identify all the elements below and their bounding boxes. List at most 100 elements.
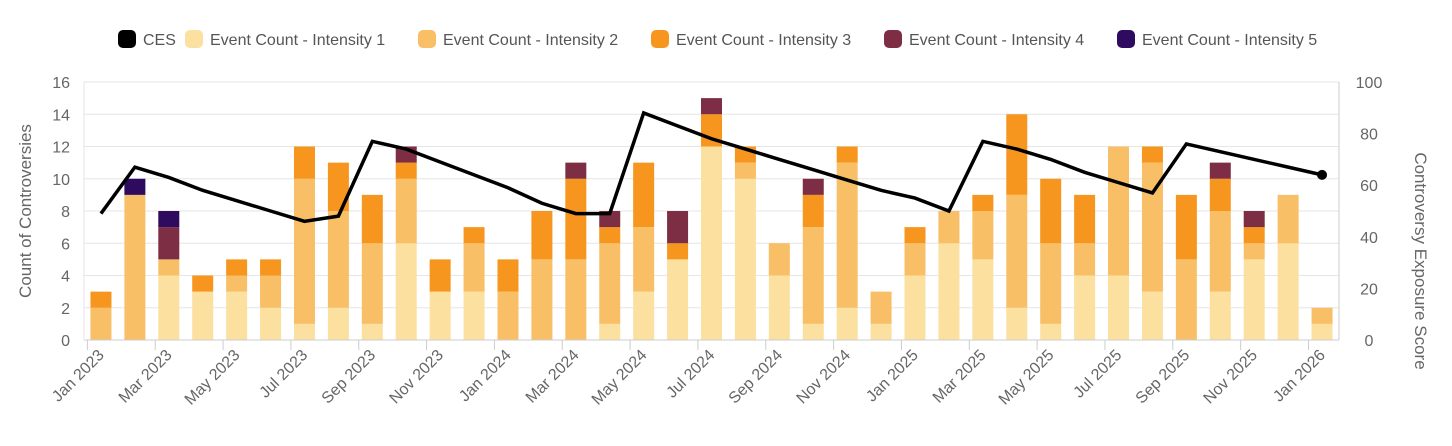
x-tick-label: Nov 2023 xyxy=(387,347,448,408)
bar-segment-intensity-4 xyxy=(802,178,824,195)
legend-label[interactable]: Event Count - Intensity 4 xyxy=(909,32,1084,49)
ces-line xyxy=(99,110,1328,224)
bar-segment-intensity-2 xyxy=(802,227,824,324)
bar-segment-intensity-4 xyxy=(1209,162,1231,179)
bar-segment-intensity-3 xyxy=(327,162,349,211)
x-tick-label: May 2024 xyxy=(589,347,651,409)
ces-line-path xyxy=(99,110,1323,224)
bar-segment-intensity-2 xyxy=(972,211,994,260)
bar-segment-intensity-1 xyxy=(1277,243,1299,340)
bar-segment-intensity-3 xyxy=(293,146,315,179)
bar-segment-intensity-1 xyxy=(1108,275,1130,340)
legend-swatch xyxy=(651,30,669,48)
x-tick-label: Jul 2025 xyxy=(1071,347,1126,402)
bar-segment-intensity-1 xyxy=(1074,275,1096,340)
bar-segment-intensity-1 xyxy=(1040,323,1062,340)
bar-segment-intensity-1 xyxy=(192,291,214,340)
legend-label[interactable]: Event Count - Intensity 1 xyxy=(210,32,385,49)
x-tick-label: Jan 2026 xyxy=(1270,347,1329,406)
bar-segment-intensity-3 xyxy=(565,178,587,260)
bar-segment-intensity-2 xyxy=(599,243,621,324)
bar-segment-intensity-3 xyxy=(531,211,553,260)
bar-segment-intensity-1 xyxy=(1141,291,1163,340)
y-axis-title: Count of Controversies xyxy=(16,124,35,298)
bar-segment-intensity-2 xyxy=(1006,194,1028,308)
bar-segment-intensity-1 xyxy=(429,291,451,340)
bar-segment-intensity-3 xyxy=(667,243,689,260)
bar-segment-intensity-3 xyxy=(633,162,655,228)
bar-segment-intensity-2 xyxy=(633,227,655,292)
legend-swatch xyxy=(118,30,136,48)
bar-segment-intensity-3 xyxy=(192,275,214,292)
bar-segment-intensity-3 xyxy=(836,146,858,163)
legend-label[interactable]: CES xyxy=(143,32,176,49)
x-tick-label: Jul 2023 xyxy=(257,347,312,402)
bar-segment-intensity-3 xyxy=(599,227,621,244)
bar-segment-intensity-3 xyxy=(1141,146,1163,163)
bar-segment-intensity-1 xyxy=(1006,307,1028,340)
y2-tick-label: 80 xyxy=(1360,127,1378,144)
x-tick-label: Mar 2024 xyxy=(523,347,583,407)
bar-segment-intensity-3 xyxy=(361,194,383,244)
bar-segment-intensity-2 xyxy=(1074,243,1096,276)
legend-label[interactable]: Event Count - Intensity 5 xyxy=(1142,32,1317,49)
bar-segment-intensity-2 xyxy=(327,211,349,308)
bar-segment-intensity-1 xyxy=(226,291,248,340)
ces-last-point xyxy=(1317,169,1328,180)
bar-segment-intensity-2 xyxy=(497,291,519,340)
y-tick-label: 12 xyxy=(52,140,70,157)
bar-segment-intensity-4 xyxy=(565,162,587,179)
bar-segment-intensity-2 xyxy=(1277,194,1299,244)
bar-segment-intensity-2 xyxy=(836,162,858,308)
y2-tick-label: 60 xyxy=(1360,178,1378,195)
bar-segment-intensity-1 xyxy=(327,307,349,340)
bar-segment-intensity-2 xyxy=(124,194,146,340)
x-tick-label: Jan 2023 xyxy=(49,347,108,406)
bar-segment-intensity-3 xyxy=(1074,194,1096,244)
bar-segment-intensity-1 xyxy=(1243,259,1265,340)
bar-segment-intensity-1 xyxy=(463,291,485,340)
y-tick-label: 6 xyxy=(61,236,70,253)
x-tick-label: Jan 2025 xyxy=(863,347,922,406)
bar-segment-intensity-2 xyxy=(904,243,926,276)
bar-segment-intensity-4 xyxy=(701,98,722,115)
legend-label[interactable]: Event Count - Intensity 3 xyxy=(676,32,851,49)
legend: CES Event Count - Intensity 1 Event Count … xyxy=(118,30,1317,49)
bar-segment-intensity-2 xyxy=(1311,307,1333,324)
bars xyxy=(90,98,1333,340)
bar-segment-intensity-1 xyxy=(1311,323,1333,340)
y-tick-label: 16 xyxy=(52,75,70,92)
x-tick-label: Jul 2024 xyxy=(664,347,719,402)
bar-segment-intensity-3 xyxy=(497,259,519,292)
bar-segment-intensity-1 xyxy=(972,259,994,340)
bar-segment-intensity-1 xyxy=(904,275,926,340)
bar-segment-intensity-4 xyxy=(158,227,180,260)
bar-segment-intensity-3 xyxy=(1040,178,1062,244)
bar-segment-intensity-2 xyxy=(260,275,282,308)
y2-tick-label: 0 xyxy=(1365,333,1374,350)
bar-segment-intensity-1 xyxy=(802,323,824,340)
bar-segment-intensity-2 xyxy=(158,259,180,276)
y2-axis-title: Controversy Exposure Score xyxy=(1411,152,1430,369)
bar-segment-intensity-2 xyxy=(1209,211,1231,292)
bar-segment-intensity-3 xyxy=(972,194,994,211)
bar-segment-intensity-1 xyxy=(701,146,722,340)
bar-segment-intensity-1 xyxy=(599,323,621,340)
x-tick-label: Sep 2023 xyxy=(319,347,380,408)
bar-segment-intensity-3 xyxy=(1175,194,1197,260)
bar-segment-intensity-2 xyxy=(90,307,112,340)
bar-segment-intensity-2 xyxy=(395,178,417,244)
bar-segment-intensity-2 xyxy=(734,162,756,179)
bar-segment-intensity-2 xyxy=(870,291,892,324)
bar-segment-intensity-2 xyxy=(1243,243,1265,260)
legend-label[interactable]: Event Count - Intensity 2 xyxy=(443,32,618,49)
bar-segment-intensity-3 xyxy=(260,259,282,276)
bar-segment-intensity-2 xyxy=(1175,259,1197,340)
x-tick-label: Nov 2025 xyxy=(1201,347,1262,408)
x-tick-label: Mar 2023 xyxy=(116,347,176,407)
bar-segment-intensity-5 xyxy=(124,178,146,195)
bar-segment-intensity-1 xyxy=(938,243,960,340)
bar-segment-intensity-1 xyxy=(870,323,892,340)
